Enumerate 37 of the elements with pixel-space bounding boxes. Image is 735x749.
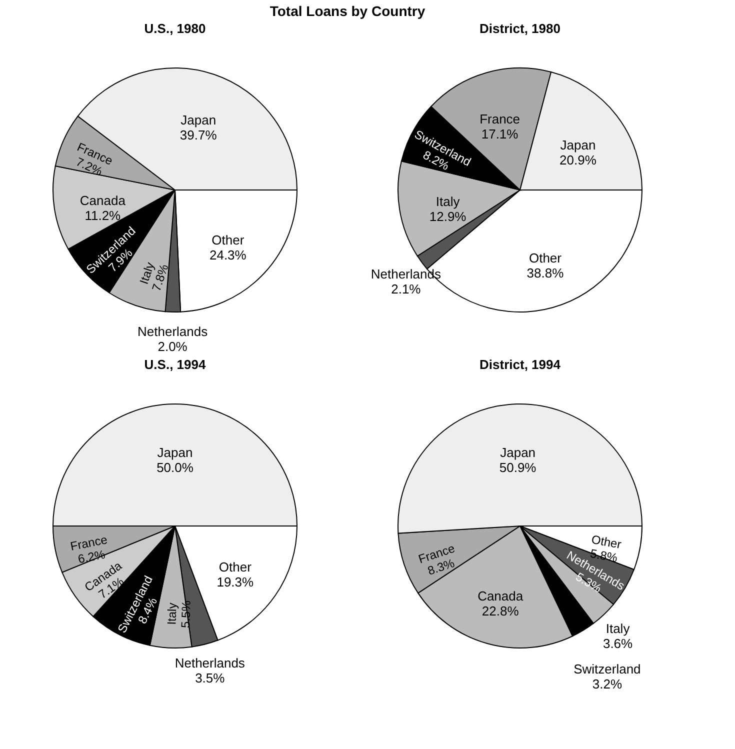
slice-label: Italy [606, 620, 630, 636]
data-label: 39.7% [180, 128, 218, 143]
slice-label: Netherlands [137, 324, 208, 339]
slice-label: Switzerland [574, 662, 641, 677]
slice-label: Japan [157, 444, 193, 460]
data-label: 38.8% [526, 266, 564, 281]
slice-label: France [480, 112, 520, 127]
slice-label: Other [212, 232, 245, 248]
data-label: 22.8% [482, 604, 520, 619]
chart-title: District, 1980 [480, 21, 560, 36]
data-label: 12.9% [429, 209, 467, 224]
data-label: 17.1% [481, 126, 519, 142]
slice-label: Japan [180, 112, 216, 128]
slice-label: Canada [478, 588, 524, 604]
slice-label: Canada [80, 193, 126, 208]
data-label: 3.2% [592, 676, 622, 692]
data-label: 3.5% [195, 670, 226, 686]
slice-label: Japan [500, 444, 536, 460]
data-label: 19.3% [216, 574, 254, 590]
chart-subtitle: U.S., 1980 [144, 21, 206, 36]
slice-label: Other [218, 560, 252, 575]
data-label: 2.0% [158, 338, 188, 354]
slice-label: Italy [164, 602, 180, 626]
data-label: 50.0% [156, 460, 194, 475]
data-label: 11.2% [84, 208, 122, 224]
data-label: 50.9% [499, 460, 537, 475]
data-label: 3.6% [602, 636, 634, 651]
slice-label: Netherlands [174, 656, 246, 671]
slice-label: Italy [436, 194, 460, 210]
chart-title: District, 1994 [480, 357, 562, 372]
slice-label: Other [528, 250, 562, 266]
chart-title: U.S., 1994 [144, 357, 206, 372]
text: Total Loans by Country [270, 3, 426, 19]
slice-label: Japan [560, 137, 596, 152]
data-label: 20.9% [560, 152, 597, 168]
data-label: 24.3% [209, 248, 247, 263]
data-label: 2.1% [391, 282, 422, 297]
